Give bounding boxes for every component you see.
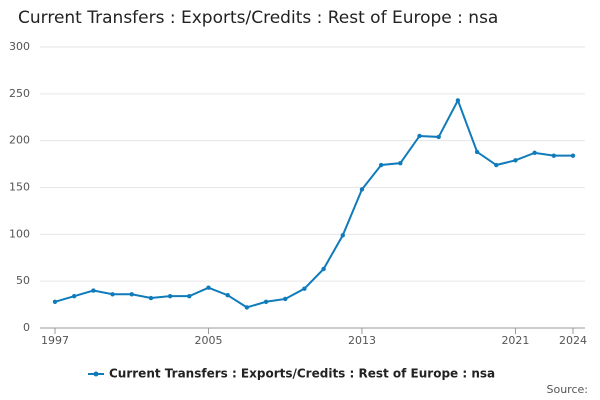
point <box>455 98 461 103</box>
legend-label: Current Transfers : Exports/Credits : Re… <box>109 367 495 381</box>
y-tick-label: 200 <box>9 134 30 147</box>
point <box>494 162 499 168</box>
x-tick-label: 2024 <box>559 334 587 347</box>
point <box>71 293 77 299</box>
x-tick-label: 2021 <box>501 334 529 347</box>
point <box>129 292 134 297</box>
point <box>570 153 576 158</box>
point <box>148 295 154 301</box>
x-tick-label: 2013 <box>348 334 376 347</box>
y-tick-label: 150 <box>9 181 30 194</box>
point <box>321 266 326 272</box>
point <box>359 187 365 192</box>
point <box>206 285 211 290</box>
point <box>513 158 518 163</box>
legend-marker <box>93 371 99 377</box>
y-tick-label: 0 <box>23 321 30 334</box>
y-tick-label: 100 <box>9 227 30 240</box>
y-tick-label: 300 <box>9 40 30 53</box>
point <box>283 296 288 302</box>
point <box>225 293 230 298</box>
point <box>263 299 269 304</box>
series-line <box>54 97 573 309</box>
point <box>187 293 192 299</box>
point <box>398 160 403 166</box>
point <box>532 150 537 156</box>
point <box>110 292 115 297</box>
point <box>417 133 422 139</box>
point <box>91 288 96 293</box>
x-tick-label: 1997 <box>41 334 69 347</box>
point <box>302 286 307 291</box>
source: Source: <box>547 383 589 396</box>
point <box>52 299 58 304</box>
point <box>340 233 345 238</box>
point <box>551 153 557 158</box>
point <box>244 305 250 310</box>
point <box>167 293 173 299</box>
point <box>436 134 441 140</box>
x-tick-label: 2005 <box>194 334 222 347</box>
y-tick-label: 250 <box>9 87 30 100</box>
y-tick-label: 50 <box>16 274 30 287</box>
point <box>474 149 480 155</box>
point <box>378 162 384 168</box>
chart-title: Current Transfers : Exports/Credits : Re… <box>18 8 498 28</box>
